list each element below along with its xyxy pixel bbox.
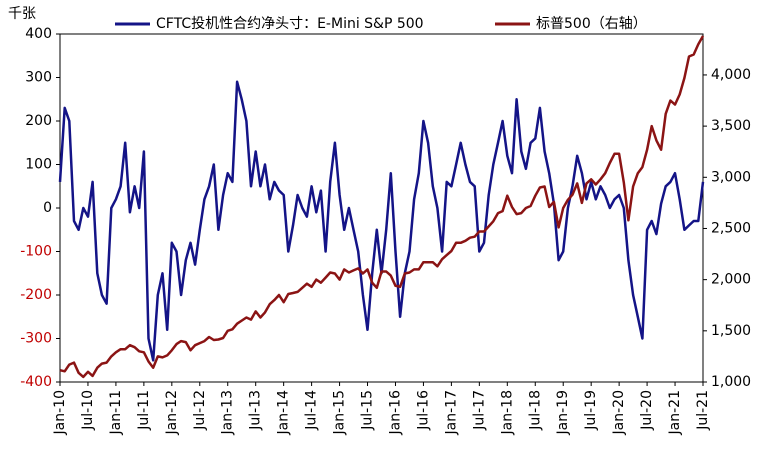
x-tick-label: Jan-11: [108, 390, 124, 435]
x-tick-label: Jul-20: [639, 390, 655, 431]
y-tick-label: -300: [20, 331, 52, 347]
x-tick-label: Jul-19: [583, 390, 599, 431]
y-tick-label: -100: [20, 244, 52, 260]
x-tick-label: Jul-10: [80, 390, 96, 431]
y2-tick-label: 3,000: [711, 169, 751, 185]
x-tick-label: Jul-18: [527, 390, 543, 431]
x-tick-label: Jan-12: [164, 390, 180, 435]
x-tick-label: Jan-19: [555, 390, 571, 435]
x-tick-label: Jan-21: [667, 390, 683, 435]
x-tick-label: Jan-18: [499, 390, 515, 435]
y2-tick-label: 1,000: [711, 374, 751, 390]
x-tick-label: Jul-16: [415, 390, 431, 431]
x-tick-label: Jul-14: [304, 390, 320, 431]
legend-label: CFTC投机性合约净头寸：E-Mini S&P 500: [156, 16, 424, 32]
y-tick-label: 100: [25, 157, 52, 173]
legend-label: 标普500（右轴）: [536, 16, 647, 32]
x-tick-label: Jan-20: [611, 390, 627, 435]
series-line: [59, 35, 705, 379]
x-tick-label: Jul-11: [136, 390, 152, 431]
x-tick-label: Jul-21: [695, 390, 711, 431]
x-tick-label: Jul-17: [471, 390, 487, 431]
x-tick-label: Jul-12: [192, 390, 208, 431]
x-tick-label: Jan-16: [387, 390, 403, 436]
y-tick-label: -200: [20, 287, 52, 303]
y-unit-label: 千张: [8, 6, 36, 22]
y2-tick-label: 2,500: [711, 220, 751, 236]
series-line: [58, 80, 705, 362]
x-tick-label: Jul-13: [248, 390, 264, 431]
x-tick-label: Jan-17: [443, 390, 459, 435]
x-tick-label: Jan-13: [220, 390, 236, 435]
y2-tick-label: 4,000: [711, 67, 751, 83]
y-tick-label: 400: [25, 26, 52, 42]
y-tick-label: 300: [25, 70, 52, 86]
y2-tick-label: 1,500: [711, 323, 751, 339]
x-tick-label: Jan-14: [276, 390, 292, 436]
y2-tick-label: 3,500: [711, 118, 751, 134]
x-tick-label: Jul-15: [360, 390, 376, 431]
y-tick-label: -400: [20, 374, 52, 390]
x-tick-label: Jan-15: [332, 390, 348, 435]
y-tick-label: 200: [25, 113, 52, 129]
y2-tick-label: 2,000: [711, 272, 751, 288]
x-tick-label: Jan-10: [52, 390, 68, 435]
y-tick-label: 0: [43, 200, 52, 216]
